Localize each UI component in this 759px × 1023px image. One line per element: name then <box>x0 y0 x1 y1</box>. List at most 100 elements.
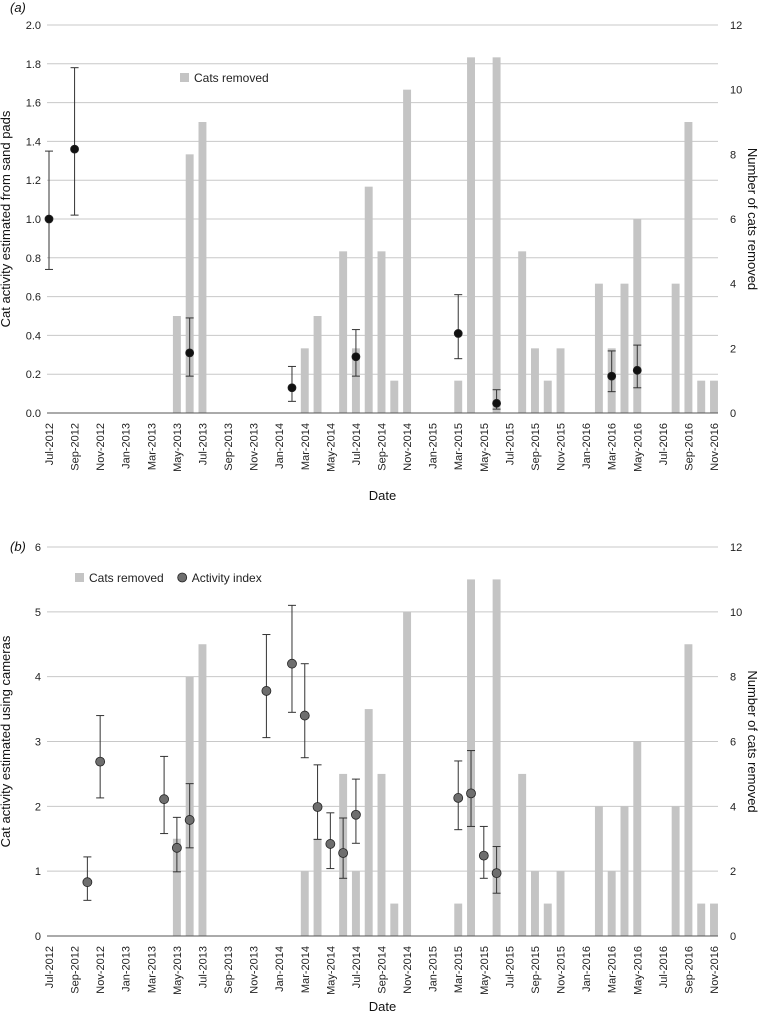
x-axis-label: Date <box>369 488 396 503</box>
bar <box>684 122 693 413</box>
data-point <box>453 329 463 338</box>
data-point <box>82 877 93 888</box>
x-tick-label: Jan-2013 <box>121 946 133 992</box>
x-tick-label: Jan-2015 <box>428 946 440 992</box>
y-right-tick-label: 12 <box>730 542 742 554</box>
x-tick-label: Jul-2016 <box>658 423 670 465</box>
y-right-tick-label: 6 <box>730 737 736 749</box>
chart-panel-a: 0.0 0.2 0.4 0.6 0.8 1.0 1.2 1.4 1.6 1.8 2.0 0 2 4 6 8 10… <box>0 0 759 503</box>
x-tick-label: Jul-2014 <box>351 946 363 988</box>
bar <box>364 709 373 936</box>
bar <box>594 806 603 936</box>
x-tick-label: May-2013 <box>172 423 184 472</box>
y-right-tick-label: 4 <box>730 801 736 813</box>
x-tick-label: Nov-2016 <box>709 423 721 471</box>
bar <box>403 89 412 414</box>
y-tick-label: 4 <box>35 672 41 684</box>
legend-swatch-bar <box>75 573 84 582</box>
x-tick-label: Jul-2013 <box>197 946 209 988</box>
legend-label: Cats removed <box>194 71 269 85</box>
x-tick-label: Jul-2013 <box>197 423 209 465</box>
bar <box>607 871 616 936</box>
x-tick-label: May-2016 <box>632 423 644 472</box>
x-tick-label: Jan-2016 <box>581 946 593 992</box>
data-point <box>466 788 476 799</box>
bar <box>518 773 527 936</box>
bar <box>198 644 207 936</box>
x-tick-label: Mar-2013 <box>146 423 158 470</box>
data-point <box>184 815 195 825</box>
y-tick-label: 0.2 <box>26 369 41 381</box>
x-tick-label: Sep-2012 <box>70 423 82 471</box>
data-point <box>338 848 349 858</box>
bar <box>377 773 386 936</box>
x-tick-label: Jul-2016 <box>658 946 670 988</box>
bar <box>620 806 629 936</box>
bar <box>454 380 463 413</box>
y-tick-label: 0.0 <box>26 408 41 420</box>
x-tick-label: Sep-2013 <box>223 946 235 994</box>
x-tick-label: Mar-2014 <box>300 946 312 993</box>
x-tick-label: Jan-2016 <box>581 423 593 469</box>
bar <box>492 579 501 936</box>
data-point <box>159 794 169 805</box>
bar <box>339 251 348 413</box>
x-tick-label: Jan-2014 <box>274 946 286 992</box>
x-tick-label: Jul-2012 <box>44 423 56 465</box>
bar <box>543 903 552 936</box>
bar <box>313 838 322 936</box>
bar <box>556 348 565 413</box>
data-point <box>261 686 272 696</box>
bar <box>594 283 603 413</box>
data-point <box>453 793 464 803</box>
x-tick-label: May-2016 <box>632 946 644 995</box>
bar <box>300 871 309 936</box>
data-point <box>632 365 642 375</box>
bar <box>710 380 718 413</box>
data-point <box>70 144 79 154</box>
y-tick-label: 2.0 <box>26 20 41 32</box>
data-point <box>287 658 297 669</box>
bar <box>633 219 642 413</box>
x-tick-label: Sep-2016 <box>683 946 695 994</box>
bar <box>543 380 552 413</box>
bar <box>633 741 642 936</box>
bar <box>172 316 181 413</box>
x-tick-label: Sep-2014 <box>377 946 389 994</box>
x-tick-label: May-2013 <box>172 946 184 995</box>
bar <box>697 903 706 936</box>
x-tick-label: May-2015 <box>479 946 491 995</box>
bar <box>530 871 539 936</box>
y-tick-label: 1.0 <box>26 214 41 226</box>
data-point <box>325 839 336 849</box>
x-tick-label: May-2014 <box>325 423 337 472</box>
y-right-tick-label: 4 <box>730 279 736 291</box>
bar <box>556 871 565 936</box>
data-point <box>44 214 54 224</box>
y-right-axis-label: Number of cats removed <box>745 148 759 290</box>
x-tick-label: Mar-2014 <box>300 423 312 470</box>
x-tick-label: Nov-2013 <box>249 423 261 471</box>
x-tick-label: Mar-2016 <box>607 946 619 993</box>
y-axis-label: Cat activity estimated from sand pads <box>0 110 13 327</box>
x-tick-label: Jul-2014 <box>351 423 363 465</box>
bar <box>454 903 463 936</box>
x-tick-label: Jan-2013 <box>121 423 133 469</box>
data-point <box>312 802 323 812</box>
bar <box>684 644 693 936</box>
y-tick-label: 1.2 <box>26 175 41 187</box>
bar <box>467 57 475 413</box>
data-point <box>299 710 310 721</box>
data-point <box>171 842 182 853</box>
y-tick-label: 1 <box>35 866 41 878</box>
y-tick-label: 0.6 <box>26 292 41 304</box>
bar <box>620 283 629 413</box>
bar <box>377 251 386 413</box>
x-tick-label: Sep-2015 <box>530 423 542 471</box>
bar <box>390 903 399 936</box>
x-tick-label: Nov-2013 <box>249 946 261 994</box>
y-right-tick-label: 10 <box>730 607 742 619</box>
x-tick-label: Sep-2015 <box>530 946 542 994</box>
